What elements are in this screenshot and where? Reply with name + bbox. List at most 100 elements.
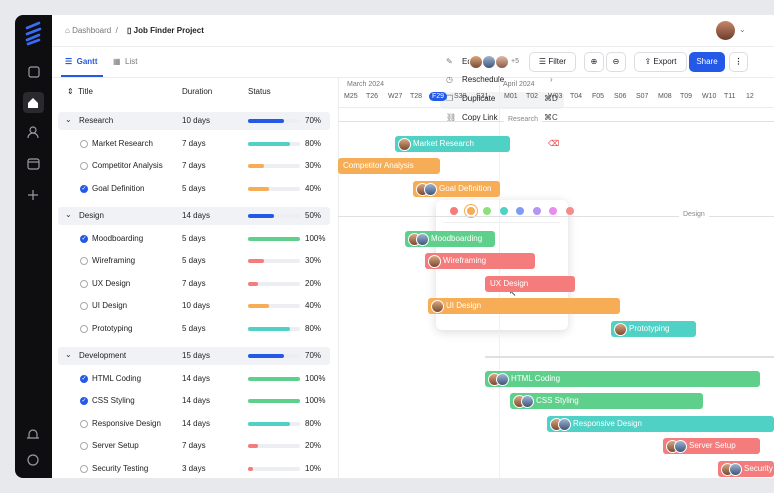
divider bbox=[52, 77, 774, 78]
progress-bar bbox=[248, 141, 290, 146]
color-swatch[interactable] bbox=[549, 207, 557, 215]
progress-bar bbox=[248, 236, 300, 241]
filter-label[interactable]: Filter bbox=[548, 57, 567, 66]
gantt-bar[interactable]: UX Design bbox=[485, 275, 575, 292]
task-title: Goal Definition bbox=[92, 183, 145, 193]
gantt-bar[interactable]: Prototyping bbox=[611, 320, 696, 337]
avatar-chevron[interactable]: ⌄ bbox=[739, 25, 746, 34]
progress-bar bbox=[248, 259, 264, 264]
group-line bbox=[338, 215, 774, 217]
bar-label[interactable]: CSS Styling bbox=[536, 396, 579, 406]
gantt-bar[interactable]: CSS Styling bbox=[510, 393, 703, 410]
unchecked-icon[interactable] bbox=[80, 324, 88, 333]
cursor: ↖ bbox=[509, 288, 517, 298]
zoom-out-button[interactable]: ⊖ bbox=[606, 52, 626, 72]
share-button[interactable]: Share bbox=[689, 52, 725, 72]
collapse-icon: ⌄ bbox=[65, 209, 72, 219]
unchecked-icon[interactable] bbox=[80, 465, 88, 473]
color-swatch[interactable] bbox=[483, 207, 491, 215]
bar-label[interactable]: Server Setup bbox=[689, 441, 736, 451]
color-swatch[interactable] bbox=[565, 207, 574, 215]
progress-bar bbox=[248, 186, 269, 191]
tab-label[interactable]: List bbox=[125, 57, 138, 66]
bar-label[interactable]: Moodboarding bbox=[431, 233, 483, 243]
color-swatch[interactable] bbox=[450, 207, 458, 215]
tab-label[interactable]: Gantt bbox=[76, 57, 98, 66]
status: 70% bbox=[305, 351, 322, 360]
bar-label[interactable]: Market Research bbox=[413, 138, 474, 148]
day-label: M08 bbox=[658, 93, 672, 100]
gantt-bar[interactable]: Goal Definition bbox=[413, 180, 500, 197]
bar-label[interactable]: Wireframing bbox=[443, 256, 487, 266]
color-swatch[interactable] bbox=[516, 207, 524, 215]
menu-icon: ❐ bbox=[446, 94, 454, 103]
menu-item[interactable]: Reschedule bbox=[462, 75, 505, 84]
breadcrumb-parent-text[interactable]: Dashboard bbox=[72, 26, 112, 35]
task-duration: 7 days bbox=[182, 138, 206, 148]
color-swatch[interactable] bbox=[499, 207, 508, 215]
tab-list[interactable]: ▦ List bbox=[113, 57, 138, 66]
checked-icon[interactable]: ✓ bbox=[80, 374, 88, 383]
color-swatch[interactable] bbox=[532, 207, 541, 215]
user-avatar[interactable] bbox=[716, 21, 735, 40]
group-title: Research bbox=[79, 116, 114, 125]
divider bbox=[338, 77, 339, 478]
gantt-bar[interactable]: UI Design bbox=[428, 298, 620, 315]
gantt-bar[interactable]: Competitor Analysis bbox=[338, 158, 440, 175]
bar-label[interactable]: Prototyping bbox=[629, 323, 670, 333]
status: 20% bbox=[305, 441, 322, 451]
export-label[interactable]: Export bbox=[653, 57, 677, 66]
column-header: Duration bbox=[182, 87, 213, 96]
checked-icon[interactable]: ✓ bbox=[80, 234, 88, 243]
day-label: M25 bbox=[344, 93, 358, 100]
menu-item[interactable]: Duplicate bbox=[462, 94, 496, 103]
bar-label[interactable]: UI Design bbox=[446, 301, 482, 311]
tab-gantt[interactable]: ☰ Gantt bbox=[65, 57, 98, 66]
progress-track bbox=[248, 164, 300, 169]
unchecked-icon[interactable] bbox=[80, 162, 88, 171]
bar-label[interactable]: Goal Definition bbox=[439, 183, 492, 193]
export-button[interactable]: ⇪ Export bbox=[634, 52, 687, 72]
breadcrumb-parent[interactable]: ⌂ Dashboard / bbox=[65, 26, 118, 35]
menu-item[interactable]: Copy Link bbox=[462, 113, 498, 122]
color-swatch-selected[interactable] bbox=[466, 207, 475, 215]
bar-label[interactable]: Responsive Design bbox=[573, 418, 642, 428]
unchecked-icon[interactable] bbox=[80, 139, 88, 148]
progress-bar bbox=[248, 281, 259, 286]
more-button[interactable]: ⋮ bbox=[729, 52, 748, 72]
zoom-in-button[interactable]: ⊕ bbox=[584, 52, 604, 72]
checked-icon[interactable]: ✓ bbox=[80, 184, 88, 193]
day-label: W10 bbox=[702, 93, 717, 100]
delete-key-icon: ⌫ bbox=[548, 139, 560, 148]
bar-label[interactable]: HTML Coding bbox=[511, 373, 561, 383]
gantt-bar[interactable]: Moodboarding bbox=[405, 230, 495, 247]
menu-item[interactable]: Edit bbox=[462, 57, 476, 66]
tab-indicator bbox=[61, 75, 103, 77]
filter-button[interactable]: ☰ Filter bbox=[529, 52, 576, 72]
unchecked-icon[interactable] bbox=[80, 419, 88, 428]
bar-label[interactable]: Competitor Analysis bbox=[343, 161, 414, 171]
unchecked-icon[interactable] bbox=[80, 302, 88, 311]
gantt-bar[interactable]: Responsive Design bbox=[547, 415, 774, 432]
progress-track bbox=[248, 259, 300, 264]
status: 40% bbox=[305, 301, 322, 311]
gantt-bar[interactable]: Security Testing bbox=[718, 461, 774, 477]
checked-icon[interactable]: ✓ bbox=[80, 397, 88, 406]
gantt-bar[interactable]: Market Research bbox=[395, 135, 510, 152]
breadcrumb-current: ▯ Job Finder Project bbox=[127, 26, 204, 35]
task-duration: 7 days bbox=[182, 161, 206, 171]
bar-label[interactable]: Security Testing bbox=[744, 464, 774, 473]
unchecked-icon[interactable] bbox=[80, 257, 88, 266]
task-duration: 5 days bbox=[182, 256, 206, 266]
sort-icon[interactable]: ⇕ Title bbox=[67, 87, 93, 96]
bar-label[interactable]: UX Design bbox=[490, 278, 529, 288]
status: 50% bbox=[305, 210, 322, 220]
unchecked-icon[interactable] bbox=[80, 442, 88, 451]
bar-avatar bbox=[416, 232, 429, 246]
unchecked-icon[interactable] bbox=[80, 279, 88, 288]
gantt-bar[interactable]: Server Setup bbox=[663, 438, 760, 455]
gantt-bar[interactable]: HTML Coding bbox=[485, 370, 760, 387]
day-label: S30 bbox=[454, 93, 467, 100]
gantt-bar[interactable]: Wireframing bbox=[425, 253, 535, 270]
